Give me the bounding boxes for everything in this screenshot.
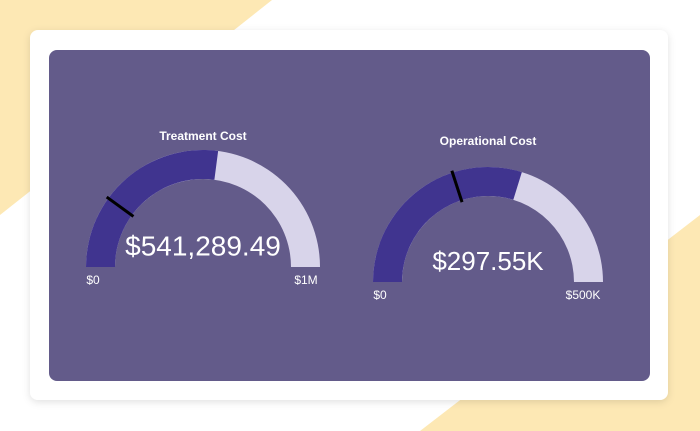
gauge-value-arc — [86, 150, 219, 267]
gauge-range-label: $0 — [86, 273, 100, 287]
gauge-target — [105, 195, 135, 218]
gauge-value-label: $541,289.49 — [125, 230, 281, 261]
gauge-target — [450, 170, 464, 203]
gauge-title: Treatment Cost — [159, 129, 246, 143]
gauge-title: Operational Cost — [440, 134, 537, 148]
panel — [49, 50, 650, 381]
gauge-range-label: $500K — [566, 288, 601, 302]
gauge-range-label: $0 — [373, 288, 387, 302]
gauge-value-arc — [373, 167, 522, 282]
gauge-range-label: $1M — [294, 273, 317, 287]
gauge-value-label: $297.55K — [432, 246, 544, 276]
